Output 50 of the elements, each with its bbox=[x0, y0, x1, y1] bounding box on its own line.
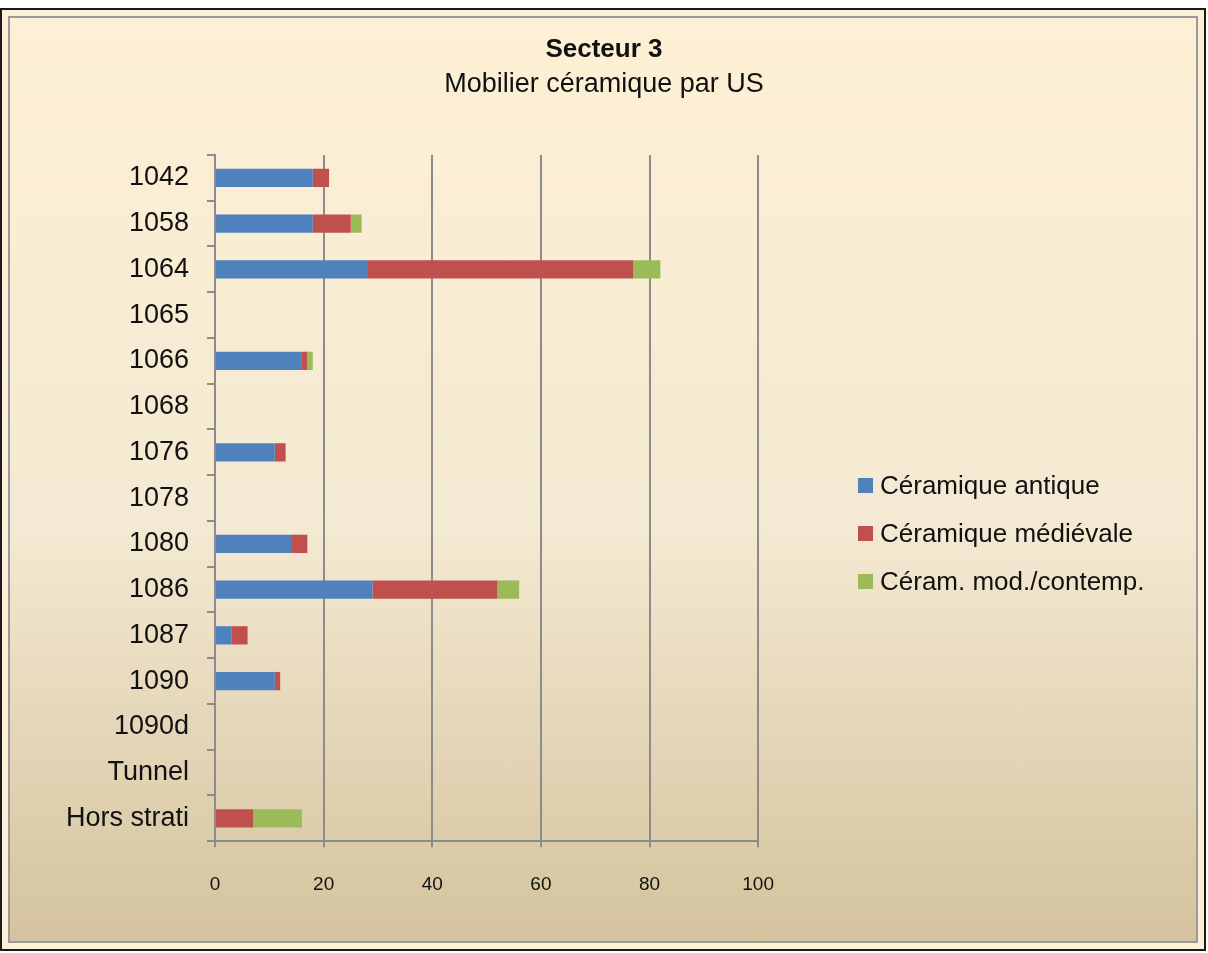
bar bbox=[274, 443, 286, 462]
bar bbox=[216, 260, 368, 279]
legend-label: Céramique antique bbox=[880, 469, 1100, 501]
legend-label: Céramique médiévale bbox=[880, 517, 1133, 549]
y-tick-label: 1058 bbox=[128, 207, 189, 238]
y-tick-label: 1068 bbox=[128, 390, 189, 421]
bar bbox=[216, 351, 302, 371]
x-tick-label: 20 bbox=[313, 872, 335, 894]
bar bbox=[633, 260, 661, 279]
bar bbox=[367, 260, 634, 279]
bar bbox=[216, 580, 373, 599]
y-tick-label: Tunnel bbox=[107, 756, 189, 787]
y-tick-label: 1087 bbox=[128, 618, 189, 649]
x-tick-label: 60 bbox=[530, 872, 552, 894]
chart-title: Secteur 3 bbox=[544, 33, 664, 64]
y-tick-label: 1042 bbox=[128, 161, 189, 192]
y-tick-label: 1090 bbox=[128, 664, 189, 695]
legend-label: Céram. mod./contemp. bbox=[880, 565, 1145, 597]
bar bbox=[274, 671, 281, 691]
bar bbox=[307, 351, 313, 371]
y-tick-label: Hors strati bbox=[65, 801, 189, 832]
chart-subtitle: Mobilier céramique par US bbox=[443, 68, 765, 99]
y-tick-label: 1086 bbox=[128, 573, 189, 604]
bar bbox=[216, 443, 275, 462]
y-tick-label: 1065 bbox=[128, 298, 189, 329]
y-tick-label: 1078 bbox=[128, 481, 189, 512]
bar bbox=[216, 168, 313, 188]
bar bbox=[291, 534, 308, 553]
bar bbox=[253, 809, 302, 828]
x-tick-label: 100 bbox=[742, 872, 774, 894]
bar bbox=[312, 168, 330, 188]
x-tick-label: 40 bbox=[421, 872, 443, 894]
bar bbox=[372, 580, 498, 599]
x-tick-label: 0 bbox=[209, 872, 221, 894]
bar bbox=[301, 351, 308, 371]
y-tick-label: 1064 bbox=[128, 252, 189, 283]
bar bbox=[216, 809, 254, 828]
bar bbox=[231, 626, 248, 645]
y-tick-label: 1080 bbox=[128, 527, 189, 558]
bar bbox=[312, 214, 351, 233]
bar bbox=[350, 214, 362, 233]
y-tick-label: 1066 bbox=[128, 344, 189, 375]
bar bbox=[216, 534, 292, 553]
bar bbox=[497, 580, 520, 599]
bar bbox=[216, 214, 313, 233]
x-tick-label: 80 bbox=[638, 872, 661, 894]
y-tick-label: 1090d bbox=[113, 710, 189, 741]
bar bbox=[216, 626, 232, 645]
y-tick-label: 1076 bbox=[128, 435, 189, 466]
bar bbox=[216, 671, 275, 691]
